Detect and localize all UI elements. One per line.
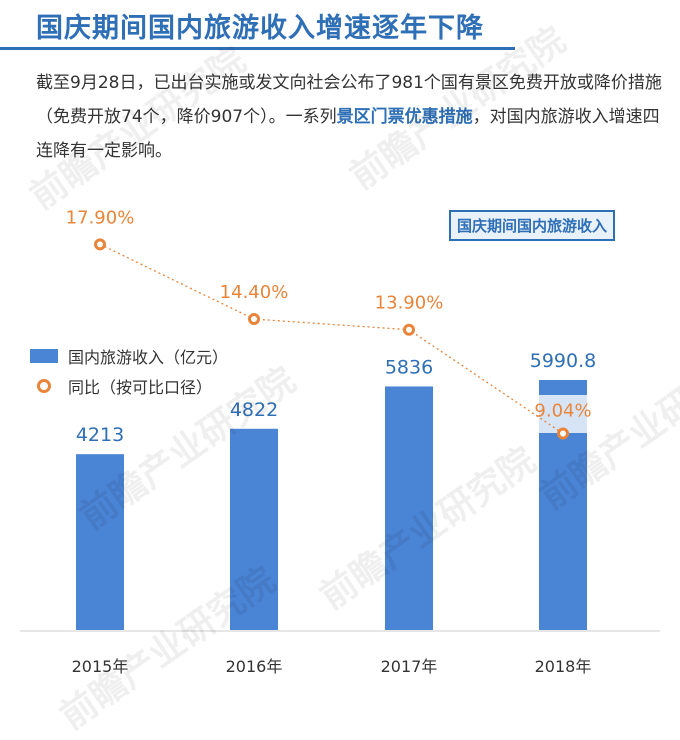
legend-item-revenue: 国内旅游收入（亿元） — [30, 341, 228, 371]
line-layer — [94, 238, 569, 440]
yoy-value-label: 9.04% — [534, 400, 591, 421]
bar — [385, 386, 433, 630]
legend: 国内旅游收入（亿元） 同比（按可比口径） — [30, 341, 228, 401]
chart-tag: 国庆期间国内旅游收入 — [449, 210, 616, 241]
bar-value-label: 4822 — [230, 399, 278, 421]
legend-label-revenue: 国内旅游收入（亿元） — [68, 348, 229, 367]
bar-value-label: 5836 — [385, 356, 433, 378]
chart: 4213 4822 5836 5990.8 17.90% 14.40% 13.90% 9.04… — [20, 207, 660, 676]
labels-layer: 4213 4822 5836 5990.8 17.90% 14.40% 13.90% 9.04… — [66, 207, 597, 446]
legend-swatch-revenue — [30, 349, 58, 363]
intro-text-2: ，对国内旅游收入增速四连降有一定影响。 — [36, 107, 660, 161]
yoy-line — [99, 243, 564, 435]
x-tick-label: 2016年 — [226, 657, 283, 676]
yoy-value-label: 17.90% — [66, 207, 135, 228]
yoy-point — [248, 313, 260, 326]
label-backdrop — [539, 395, 587, 433]
bar-value-label: 4213 — [76, 424, 124, 446]
yoy-point — [94, 238, 106, 251]
yoy-point — [557, 427, 569, 440]
yoy-value-label: 14.40% — [220, 282, 289, 303]
intro-highlight: 景区门票优惠措施 — [336, 107, 473, 127]
bar-value-label: 5990.8 — [530, 350, 596, 372]
headline: 国庆期间国内旅游收入增速逐年下降 — [36, 13, 484, 44]
legend-marker-yoy — [37, 379, 51, 393]
bars-layer — [76, 380, 587, 630]
title-underline — [0, 47, 515, 50]
axis-layer: 2015年 2016年 2017年 2018年 — [20, 630, 660, 676]
legend-label-yoy: 同比（按可比口径） — [68, 378, 213, 397]
x-tick-label: 2017年 — [381, 657, 438, 676]
bar — [230, 428, 278, 630]
legend-item-yoy: 同比（按可比口径） — [30, 371, 228, 401]
intro-text-1: 截至9月28日，已出台实施或发文向社会公布了981个国有景区免费开放或降价措施（… — [36, 73, 662, 127]
x-tick-label: 2018年 — [535, 657, 592, 676]
yoy-point — [403, 323, 415, 336]
yoy-value-label: 13.90% — [375, 293, 444, 314]
bar — [76, 454, 124, 630]
intro-paragraph: 截至9月28日，已出台实施或发文向社会公布了981个国有景区免费开放或降价措施（… — [36, 66, 676, 168]
x-tick-label: 2015年 — [72, 657, 129, 676]
